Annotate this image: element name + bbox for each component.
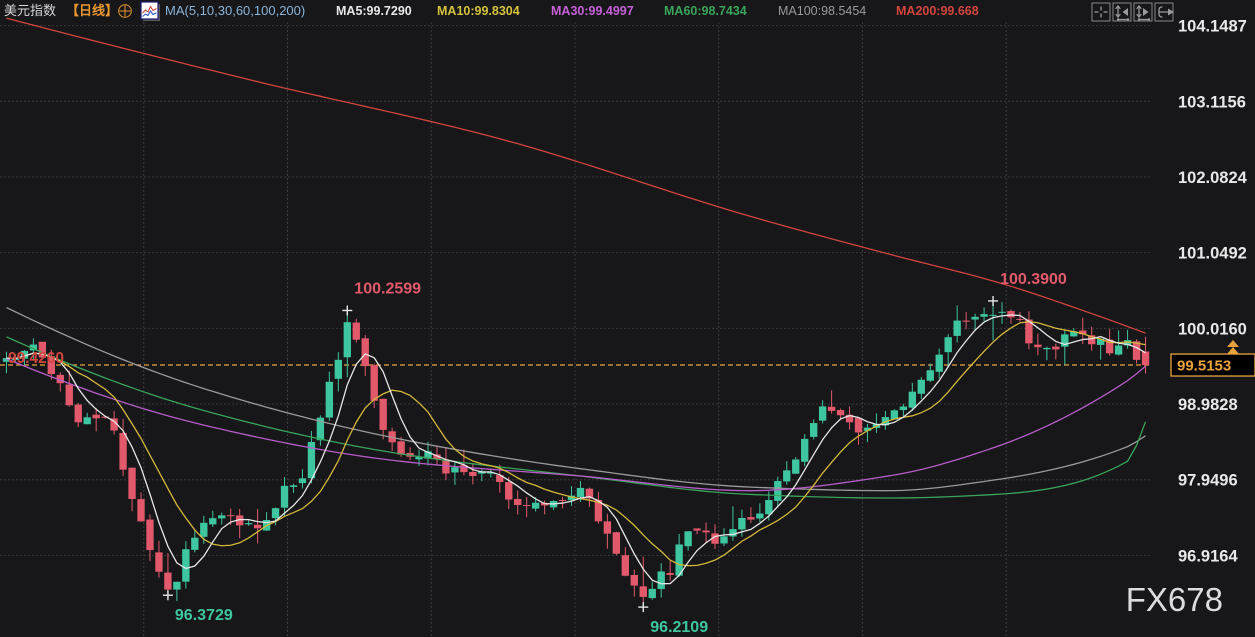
svg-text:96.3729: 96.3729 — [175, 607, 233, 624]
svg-text:101.0492: 101.0492 — [1178, 245, 1247, 263]
svg-text:97.9496: 97.9496 — [1178, 472, 1238, 490]
svg-text:FX678: FX678 — [1126, 581, 1223, 618]
svg-text:99.4260: 99.4260 — [8, 350, 64, 367]
svg-text:102.0824: 102.0824 — [1178, 169, 1248, 187]
svg-text:MA30:99.4997: MA30:99.4997 — [551, 4, 634, 18]
svg-text:MA200:99.668: MA200:99.668 — [896, 4, 979, 18]
svg-text:96.2109: 96.2109 — [650, 619, 708, 636]
svg-text:104.1487: 104.1487 — [1178, 18, 1247, 36]
svg-text:100.0160: 100.0160 — [1178, 320, 1247, 338]
svg-text:100.2599: 100.2599 — [354, 280, 421, 297]
svg-text:100.3900: 100.3900 — [1000, 271, 1067, 288]
svg-text:MA5:99.7290: MA5:99.7290 — [336, 4, 412, 18]
svg-text:【日线】: 【日线】 — [66, 3, 118, 18]
svg-text:103.1156: 103.1156 — [1178, 93, 1246, 111]
svg-text:99.5153: 99.5153 — [1177, 358, 1231, 375]
svg-text:MA60:98.7434: MA60:98.7434 — [664, 4, 747, 18]
svg-text:MA(5,10,30,60,100,200): MA(5,10,30,60,100,200) — [165, 3, 305, 18]
svg-text:MA10:99.8304: MA10:99.8304 — [437, 4, 520, 18]
svg-text:美元指数: 美元指数 — [4, 3, 56, 18]
svg-text:96.9164: 96.9164 — [1178, 547, 1238, 565]
svg-text:MA100:98.5454: MA100:98.5454 — [778, 4, 866, 18]
svg-text:98.9828: 98.9828 — [1178, 396, 1238, 414]
